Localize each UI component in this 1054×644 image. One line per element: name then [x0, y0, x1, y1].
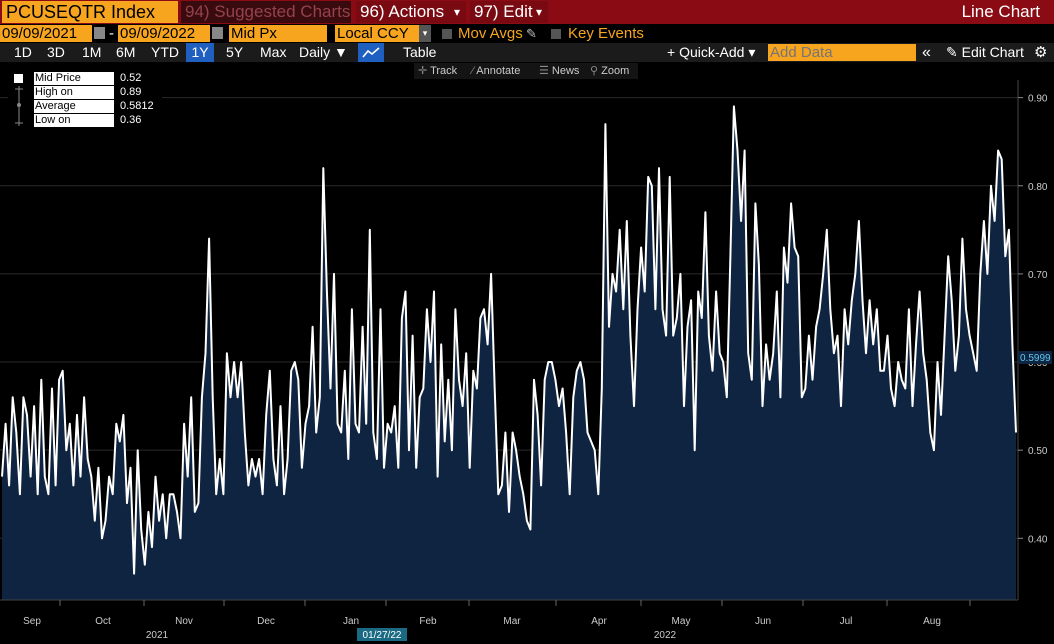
- range-5y-button[interactable]: 5Y: [226, 44, 244, 60]
- suggested-charts-menu[interactable]: 94) Suggested Charts: [181, 1, 351, 23]
- range-3d-button[interactable]: 3D: [47, 44, 65, 60]
- x-month-label: Oct: [95, 616, 111, 627]
- x-month-label: Sep: [23, 616, 41, 627]
- key-events-checkbox[interactable]: [551, 29, 561, 39]
- ticker-field[interactable]: PCUSEQTR Index: [2, 1, 178, 23]
- parameter-bar: 09/09/2021 - 09/09/2022 Mid Px Local CCY…: [0, 24, 1054, 43]
- key-events-label: Key Events: [568, 25, 644, 42]
- price-chart[interactable]: 0.400.500.600.700.800.90 0.5999 SepOctNo…: [0, 80, 1054, 644]
- frequency-dropdown[interactable]: Daily ▼: [299, 44, 348, 60]
- zoom-tool[interactable]: ⚲ Zoom: [590, 65, 630, 77]
- table-button[interactable]: Table: [403, 44, 437, 60]
- currency-selector[interactable]: Local CCY: [335, 25, 419, 42]
- x-month-label: Nov: [175, 616, 193, 627]
- date-separator: -: [109, 25, 114, 42]
- chevron-down-icon: ▾: [535, 5, 542, 19]
- line-chart-icon[interactable]: [358, 43, 384, 62]
- last-value-marker: 0.5999: [1018, 351, 1052, 364]
- start-date-field[interactable]: 09/09/2021: [0, 25, 92, 42]
- x-month-label: Jul: [840, 616, 853, 627]
- x-month-label: Apr: [591, 616, 607, 627]
- crosshair-date-label: 01/27/22: [363, 630, 402, 641]
- end-date-field[interactable]: 09/09/2022: [118, 25, 210, 42]
- price-area-fill: [2, 106, 1016, 601]
- x-year-label: 2021: [146, 630, 169, 641]
- x-month-label: Dec: [257, 616, 275, 627]
- range-ytd-button[interactable]: YTD: [151, 44, 179, 60]
- edit-chart-button[interactable]: ✎ Edit Chart: [946, 44, 1024, 60]
- actions-label: 96) Actions: [360, 2, 445, 21]
- chevron-down-icon: ▾: [453, 5, 460, 19]
- last-value-label: 0.5999: [1020, 353, 1051, 364]
- title-bar: PCUSEQTR Index 94) Suggested Charts 96) …: [0, 0, 1054, 24]
- zoom-icon: ⚲: [590, 65, 602, 77]
- y-tick-label: 0.50: [1028, 446, 1048, 457]
- collapse-icon[interactable]: «: [922, 44, 931, 61]
- calendar-icon[interactable]: [212, 27, 223, 39]
- x-month-label: Jan: [343, 616, 359, 627]
- range-6m-button[interactable]: 6M: [116, 44, 136, 60]
- annotate-icon: ⁄: [472, 65, 477, 77]
- annotate-tool[interactable]: ⁄ Annotate: [472, 65, 521, 77]
- series-checkbox[interactable]: [14, 74, 23, 83]
- chart-type-title: Line Chart: [961, 2, 1040, 21]
- add-data-input[interactable]: [768, 44, 916, 61]
- mov-avgs-checkbox[interactable]: [442, 29, 452, 39]
- x-month-label: Mar: [503, 616, 521, 627]
- crosshair-icon: ✛: [418, 65, 431, 77]
- range-1y-button[interactable]: 1Y: [186, 43, 214, 62]
- y-tick-label: 0.90: [1028, 94, 1048, 105]
- news-icon: ☰: [539, 65, 552, 77]
- edit-label: 97) Edit: [474, 2, 533, 21]
- edit-menu[interactable]: 97) Edit ▾: [470, 1, 548, 23]
- actions-menu[interactable]: 96) Actions ▾: [356, 1, 466, 23]
- news-tool[interactable]: ☰ News: [539, 65, 580, 77]
- currency-dropdown-arrow-icon[interactable]: ▾: [419, 25, 431, 42]
- x-month-label: Feb: [419, 616, 437, 627]
- price-line: [1, 105, 1017, 575]
- crosshair-date-badge: [357, 628, 407, 641]
- x-month-label: Aug: [923, 616, 941, 627]
- legend-markers-icon: [15, 86, 23, 126]
- y-tick-label: 0.40: [1028, 534, 1048, 545]
- mov-avgs-label: Mov Avgs: [458, 25, 523, 42]
- field-selector[interactable]: Mid Px: [229, 25, 327, 42]
- x-year-label: 2022: [654, 630, 677, 641]
- y-tick-label: 0.70: [1028, 270, 1048, 281]
- range-1d-button[interactable]: 1D: [14, 44, 32, 60]
- range-max-button[interactable]: Max: [260, 44, 287, 60]
- chart-toolbar: 1D 3D 1M 6M YTD 1Y 5Y Max Daily ▼ Table …: [0, 43, 1054, 62]
- y-tick-label: 0.80: [1028, 182, 1048, 193]
- track-tool[interactable]: ✛ Track: [418, 65, 458, 77]
- chart-legend: Mid Price 0.52 High on 06/10/22 0.89 Ave…: [8, 70, 162, 139]
- gear-icon[interactable]: ⚙: [1034, 44, 1048, 61]
- quick-add-button[interactable]: + Quick-Add ▾: [667, 44, 756, 60]
- chart-tools: ✛ Track ⁄ Annotate ☰ News ⚲ Zoom: [414, 63, 638, 79]
- pencil-icon[interactable]: ✎: [526, 26, 537, 41]
- x-month-label: May: [672, 616, 691, 627]
- calendar-icon[interactable]: [94, 27, 105, 39]
- range-1m-button[interactable]: 1M: [82, 44, 102, 60]
- x-month-label: Jun: [755, 616, 771, 627]
